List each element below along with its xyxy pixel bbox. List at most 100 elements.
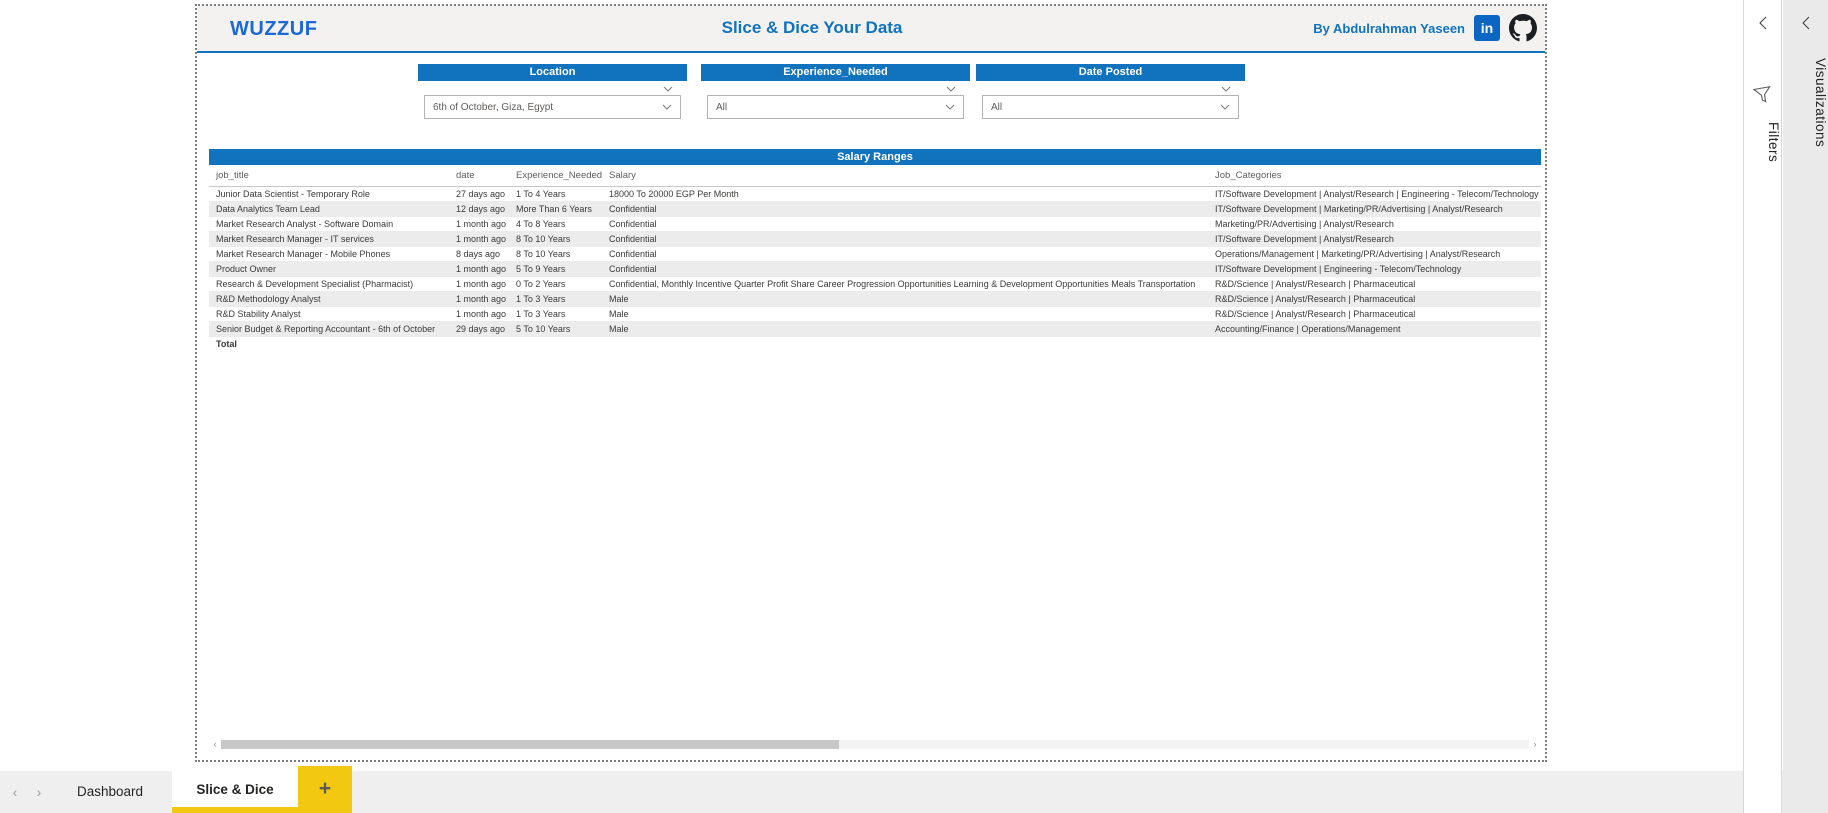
table-cell: 1 month ago <box>456 231 516 247</box>
tab-nav-next-icon[interactable]: › <box>36 784 42 800</box>
table-row[interactable]: Data Analytics Team Lead 12 days ago More … <box>209 201 1541 217</box>
table-cell: 8 To 10 Years <box>516 246 609 262</box>
slicer-location: Location 6th of October, Giza, Egypt <box>418 64 687 126</box>
scrollbar-track[interactable] <box>221 739 1529 749</box>
report-header: WUZZUF Slice & Dice Your Data By Abdulra… <box>197 6 1545 53</box>
table-cell: 1 month ago <box>456 216 516 232</box>
table-cell: Junior Data Scientist - Temporary Role <box>209 186 456 202</box>
table-cell: 4 To 8 Years <box>516 216 609 232</box>
table-cell: Marketing/PR/Advertising | Analyst/Resea… <box>1215 216 1541 232</box>
slicer-experience: Experience_Needed All <box>701 64 970 126</box>
column-header-job-title[interactable]: job_title <box>209 165 456 187</box>
slicer-experience-title: Experience_Needed <box>701 64 970 81</box>
table-cell: IT/Software Development | Marketing/PR/A… <box>1215 201 1541 217</box>
slicer-date-posted-value: All <box>991 101 1003 113</box>
table-cell: 1 To 3 Years <box>516 291 609 307</box>
slicer-date-posted-dropdown[interactable]: All <box>982 95 1239 119</box>
github-icon[interactable] <box>1509 14 1537 42</box>
slicer-date-posted: Date Posted All <box>976 64 1245 126</box>
slicer-location-title: Location <box>418 64 687 81</box>
report-page: WUZZUF Slice & Dice Your Data By Abdulra… <box>195 4 1547 762</box>
byline-text: By Abdulrahman Yaseen <box>1313 20 1465 36</box>
table-cell: Accounting/Finance | Operations/Manageme… <box>1215 321 1541 337</box>
table-cell: Confidential <box>609 246 1215 262</box>
table-cell: R&D/Science | Analyst/Research | Pharmac… <box>1215 306 1541 322</box>
column-header-date[interactable]: date <box>456 165 516 187</box>
tab-slice-and-dice[interactable]: Slice & Dice <box>172 766 298 813</box>
table-cell: 1 month ago <box>456 261 516 277</box>
table-title: Salary Ranges <box>209 149 1541 165</box>
table-row[interactable]: Market Research Analyst - Software Domai… <box>209 216 1541 232</box>
table-cell: Male <box>609 321 1215 337</box>
table-cell: 1 To 3 Years <box>516 306 609 322</box>
table-cell: R&D/Science | Analyst/Research | Pharmac… <box>1215 291 1541 307</box>
table-cell: Senior Budget & Reporting Accountant - 6… <box>209 321 456 337</box>
table-cell: IT/Software Development | Analyst/Resear… <box>1215 186 1541 202</box>
table-cell: 0 To 2 Years <box>516 276 609 292</box>
table-body: Junior Data Scientist - Temporary Role 27… <box>209 186 1541 337</box>
table-row[interactable]: R&D Methodology Analyst 1 month ago 1 To 3… <box>209 291 1541 307</box>
table-cell: R&D/Science | Analyst/Research | Pharmac… <box>1215 276 1541 292</box>
table-cell: 8 To 10 Years <box>516 231 609 247</box>
salary-ranges-table: Salary Ranges job_title date Experience_… <box>209 149 1541 351</box>
expand-filters-icon[interactable] <box>1744 16 1781 30</box>
table-row[interactable]: Product Owner 1 month ago 5 To 9 Years Conf… <box>209 261 1541 277</box>
table-cell: R&D Stability Analyst <box>209 306 456 322</box>
column-header-salary[interactable]: Salary <box>609 165 1215 187</box>
column-header-experience[interactable]: Experience_Needed <box>516 165 609 187</box>
table-cell: Market Research Analyst - Software Domai… <box>209 216 456 232</box>
chevron-down-icon <box>1221 86 1231 92</box>
table-row[interactable]: R&D Stability Analyst 1 month ago 1 To 3 Y… <box>209 306 1541 322</box>
column-header-job-categories[interactable]: Job_Categories <box>1215 165 1541 187</box>
scrollbar-thumb[interactable] <box>221 739 839 749</box>
wuzzuf-logo: WUZZUF <box>230 18 318 40</box>
tab-label: Slice & Dice <box>196 782 274 797</box>
table-cell: 29 days ago <box>456 321 516 337</box>
report-title: Slice & Dice Your Data <box>721 18 903 37</box>
table-cell: Market Research Manager - IT services <box>209 231 456 247</box>
table-cell: 5 To 10 Years <box>516 321 609 337</box>
table-cell: Operations/Management | Marketing/PR/Adv… <box>1215 246 1541 262</box>
table-header-row: job_title date Experience_Needed Salary … <box>209 165 1541 187</box>
table-cell: 8 days ago <box>456 246 516 262</box>
expand-visualizations-icon[interactable] <box>1783 16 1828 30</box>
table-cell: Product Owner <box>209 261 456 277</box>
slicer-experience-value: All <box>716 101 728 113</box>
scroll-left-icon[interactable]: ‹ <box>213 739 217 749</box>
filter-funnel-icon <box>1744 86 1781 105</box>
add-page-button[interactable]: + <box>298 766 352 813</box>
scroll-right-icon[interactable]: › <box>1533 739 1537 749</box>
filters-panel[interactable]: Filters <box>1743 0 1782 813</box>
chevron-down-icon <box>663 86 673 92</box>
chevron-down-icon <box>662 104 672 110</box>
slicer-date-posted-expand[interactable] <box>976 81 1245 95</box>
table-cell: R&D Methodology Analyst <box>209 291 456 307</box>
tab-dashboard[interactable]: Dashboard <box>76 784 144 799</box>
table-row[interactable]: Senior Budget & Reporting Accountant - 6… <box>209 321 1541 337</box>
slicer-experience-dropdown[interactable]: All <box>707 95 964 119</box>
table-cell: Confidential <box>609 201 1215 217</box>
chevron-down-icon <box>1220 104 1230 110</box>
slicer-experience-expand[interactable] <box>701 81 970 95</box>
table-horizontal-scrollbar: ‹ › <box>209 738 1541 750</box>
filters-panel-label: Filters <box>1766 122 1781 163</box>
slicer-location-expand[interactable] <box>418 81 687 95</box>
visualizations-panel[interactable]: Visualizations <box>1783 0 1828 813</box>
table-cell: Confidential, Monthly Incentive Quarter … <box>609 276 1215 292</box>
table-cell: 5 To 9 Years <box>516 261 609 277</box>
table-row[interactable]: Junior Data Scientist - Temporary Role 27… <box>209 186 1541 202</box>
chevron-down-icon <box>946 86 956 92</box>
table-row[interactable]: Market Research Manager - IT services 1 m… <box>209 231 1541 247</box>
table-cell: Data Analytics Team Lead <box>209 201 456 217</box>
table-cell: 1 month ago <box>456 276 516 292</box>
slicer-location-value: 6th of October, Giza, Egypt <box>433 101 554 113</box>
table-row[interactable]: Market Research Manager - Mobile Phones 8… <box>209 246 1541 262</box>
table-cell: IT/Software Development | Engineering - … <box>1215 261 1541 277</box>
tab-nav-prev-icon[interactable]: ‹ <box>12 784 18 800</box>
table-row[interactable]: Research & Development Specialist (Pharm… <box>209 276 1541 292</box>
slicer-location-dropdown[interactable]: 6th of October, Giza, Egypt <box>424 95 681 119</box>
page-tab-bar: ‹ › Dashboard Slice & Dice + <box>0 766 1828 813</box>
linkedin-icon[interactable]: in <box>1474 15 1500 41</box>
table-cell: IT/Software Development | Analyst/Resear… <box>1215 231 1541 247</box>
